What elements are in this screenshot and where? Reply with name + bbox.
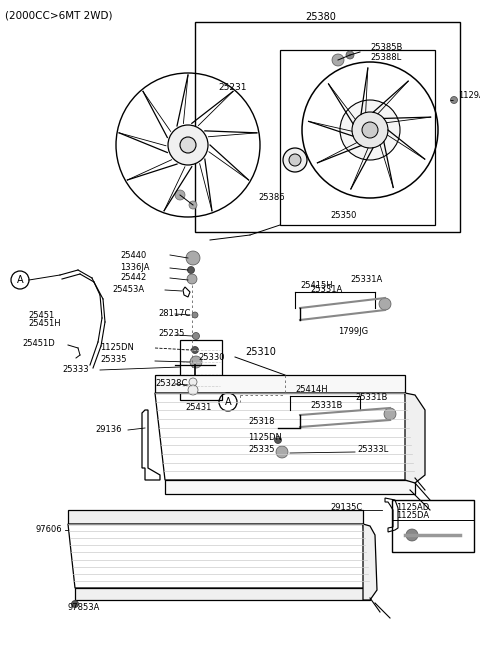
Circle shape [332,54,344,66]
Circle shape [289,154,301,166]
Circle shape [384,408,396,420]
Text: 25328C: 25328C [155,379,187,388]
Text: A: A [17,275,24,285]
Circle shape [192,312,198,318]
Text: 25331A: 25331A [310,286,342,295]
Text: 25388L: 25388L [370,52,401,62]
Circle shape [168,125,208,165]
Text: 1799JG: 1799JG [338,328,368,337]
Text: 25451D: 25451D [22,339,55,348]
Circle shape [451,96,457,103]
Circle shape [180,137,196,153]
Text: 25333: 25333 [62,365,89,375]
Circle shape [346,51,354,59]
Circle shape [362,122,378,138]
Circle shape [379,298,391,310]
Text: (2000CC>6MT 2WD): (2000CC>6MT 2WD) [5,10,112,20]
Text: 29135C: 29135C [330,504,362,512]
Text: 25331B: 25331B [355,394,387,403]
Circle shape [192,346,199,354]
Circle shape [275,436,281,443]
Text: 1125DN: 1125DN [248,434,282,443]
Text: 97853A: 97853A [68,603,100,612]
Text: 1129AF: 1129AF [458,90,480,100]
Text: 25330: 25330 [198,354,225,362]
Circle shape [72,601,79,607]
Circle shape [188,385,198,395]
Text: 97606: 97606 [35,525,61,534]
Text: 25453A: 25453A [112,284,144,293]
Text: 1336JA: 1336JA [120,263,149,272]
Text: 1125DN: 1125DN [100,343,134,352]
Bar [280,50,435,225]
Text: 25335: 25335 [100,356,127,364]
Text: 1125AD: 1125AD [396,504,429,512]
Text: 25431: 25431 [185,403,211,413]
Circle shape [175,190,185,200]
Circle shape [188,267,194,274]
Text: 28117C: 28117C [158,309,191,318]
Circle shape [406,529,418,541]
Text: 25231: 25231 [218,83,247,92]
Text: 25442: 25442 [120,274,146,282]
Text: 25331A: 25331A [350,276,382,284]
Text: 25386: 25386 [258,193,285,202]
Polygon shape [405,393,425,483]
Text: 29136: 29136 [95,426,121,434]
Text: 25451H: 25451H [28,320,60,329]
Circle shape [276,446,288,458]
Text: 1125DA: 1125DA [396,510,429,519]
Text: 25235: 25235 [158,329,184,339]
Circle shape [189,201,197,209]
Text: 25451: 25451 [28,310,54,320]
Text: 25350: 25350 [330,210,356,219]
Text: 25333L: 25333L [357,445,388,455]
Circle shape [190,356,202,368]
Text: 25318: 25318 [248,417,275,426]
Bar [165,480,415,494]
Polygon shape [363,524,377,600]
Circle shape [189,378,197,386]
Bar [180,340,222,400]
Text: 25414H: 25414H [295,386,328,394]
Text: 25415H: 25415H [300,280,333,290]
Bar [392,500,474,552]
Circle shape [352,112,388,148]
Bar [155,375,405,393]
Bar [75,588,370,600]
Circle shape [187,274,197,284]
Circle shape [186,251,200,265]
Circle shape [340,100,400,160]
Text: 25310: 25310 [245,347,276,357]
Circle shape [283,148,307,172]
Text: 25385B: 25385B [370,43,402,52]
Text: A: A [225,397,231,407]
Circle shape [192,333,200,339]
Bar [68,510,363,524]
Text: 25440: 25440 [120,250,146,259]
Text: 25380: 25380 [305,12,336,22]
Text: 25335: 25335 [248,445,275,455]
Bar [195,22,460,232]
Text: 25331B: 25331B [310,400,342,409]
